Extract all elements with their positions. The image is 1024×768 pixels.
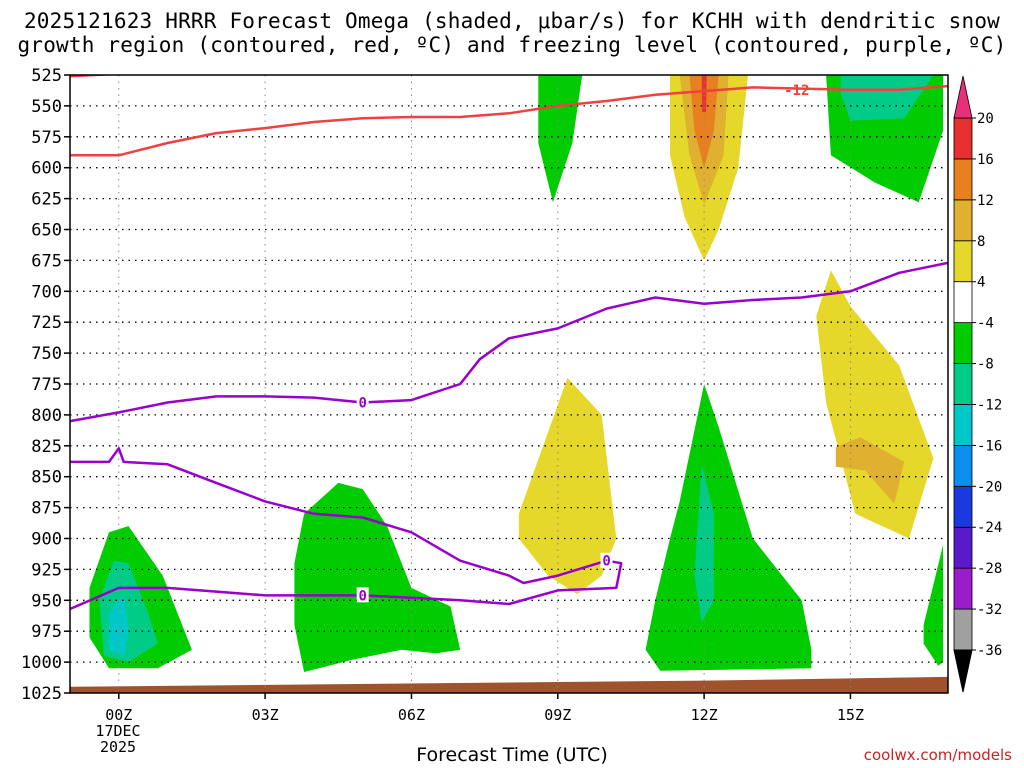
colorbar-bin-4: [953, 240, 973, 283]
y-tick-label-575: 575: [31, 128, 62, 148]
y-tick-label-900: 900: [31, 530, 62, 550]
x-tick-label-03Z: 03Z: [252, 706, 279, 724]
colorbar-label-7: -12: [977, 397, 1002, 413]
colorbar-bin-12: [953, 158, 973, 201]
freezing-label-bg-0: [356, 394, 369, 410]
y-tick-label-850: 850: [31, 468, 62, 488]
omega-region-8: [835, 437, 905, 504]
colorbar-bin--20: [953, 444, 973, 487]
colorbar-label-12: -32: [977, 602, 1002, 618]
omega-region-0: [538, 75, 583, 203]
y-tick-label-675: 675: [31, 251, 62, 271]
colorbar-bin-8: [953, 199, 973, 242]
plot-frame: [69, 74, 949, 694]
dgz-contour-label: -12: [784, 83, 809, 99]
omega-region-4: [701, 75, 707, 113]
y-tick-label-625: 625: [31, 190, 62, 210]
x-axis-label: Forecast Time (UTC): [416, 744, 608, 766]
freezing-contour-lower: [70, 447, 623, 611]
chart-title-line1: 2025121623 HRRR Forecast Omega (shaded, …: [23, 9, 1001, 33]
colorbar-label-11: -28: [977, 561, 1002, 577]
y-tick-label-700: 700: [31, 282, 62, 302]
omega-region-16: [109, 594, 129, 656]
freezing-contour-label-0: 0: [358, 396, 366, 412]
colorbar-label-0: 20: [977, 111, 994, 127]
x-tick-label-09Z: 09Z: [544, 706, 571, 724]
y-tick-label-1000: 1000: [21, 653, 62, 673]
y-tick-label-950: 950: [31, 591, 62, 611]
y-tick-label-725: 725: [31, 313, 62, 333]
colorbar-bin--36: [953, 608, 973, 651]
ground-fill: [70, 676, 948, 693]
y-tick-label-650: 650: [31, 221, 62, 241]
colorbar-bin-16: [953, 117, 973, 160]
colorbar-label-8: -16: [977, 438, 1002, 454]
y-tick-label-550: 550: [31, 97, 62, 117]
date-label-year: 2025: [99, 738, 137, 756]
colorbar-label-10: -24: [977, 520, 1002, 536]
y-tick-label-525: 525: [31, 66, 62, 86]
colorbar-label-5: -4: [977, 316, 994, 332]
x-tick-label-06Z: 06Z: [398, 706, 425, 724]
colorbar-label-3: 8: [977, 234, 985, 250]
date-label-day: 17DEC: [95, 722, 141, 740]
x-tick-label-00Z: 00Z: [105, 706, 132, 724]
colorbar-label-9: -20: [977, 479, 1002, 495]
colorbar-bin--32: [953, 567, 973, 610]
colorbar-label-2: 12: [977, 193, 994, 209]
y-tick-label-825: 825: [31, 437, 62, 457]
colorbar-over-arrow: [953, 75, 973, 119]
y-tick-label-975: 975: [31, 622, 62, 642]
y-tick-label-600: 600: [31, 159, 62, 179]
x-tick-label-12Z: 12Z: [691, 706, 718, 724]
chart-title-line2: growth region (contoured, red, ºC) and f…: [17, 33, 1007, 57]
freezing-label-bg-1: [356, 587, 369, 603]
freezing-contour-label-1: 0: [358, 588, 366, 604]
colorbar-bin--4: [953, 281, 973, 324]
colorbar-label-6: -8: [977, 357, 994, 373]
omega-region-6: [840, 75, 934, 121]
y-tick-label-775: 775: [31, 375, 62, 395]
colorbar-bin--12: [953, 363, 973, 405]
y-tick-label-1025: 1025: [21, 684, 62, 704]
y-tick-label-925: 925: [31, 560, 62, 580]
y-tick-label-875: 875: [31, 499, 62, 519]
colorbar-label-13: -36: [977, 643, 1002, 659]
colorbar-label-1: 16: [977, 152, 994, 168]
plot-area: -12 0 0 0: [70, 75, 948, 693]
omega-region-7: [816, 270, 934, 539]
colorbar-bin--28: [953, 526, 973, 569]
colorbar-bin--16: [953, 404, 973, 446]
colorbar-bin--8: [953, 322, 973, 364]
omega-region-12: [923, 544, 944, 666]
y-tick-label-750: 750: [31, 344, 62, 364]
dgz-contour-lower: [70, 84, 948, 157]
omega-region-13: [294, 482, 461, 672]
x-tick-label-15Z: 15Z: [837, 706, 864, 724]
freezing-label-bg-2: [600, 552, 613, 568]
y-tick-label-800: 800: [31, 406, 62, 426]
credit-text: coolwx.com/models: [863, 746, 1012, 764]
colorbar-under-arrow: [953, 649, 973, 693]
omega-region-10: [645, 384, 812, 671]
colorbar-bin--24: [953, 485, 973, 528]
freezing-contour-upper: [70, 261, 948, 423]
freezing-contour-label-2: 0: [602, 554, 610, 570]
colorbar-label-4: 4: [977, 275, 985, 291]
omega-region-9: [518, 377, 617, 595]
